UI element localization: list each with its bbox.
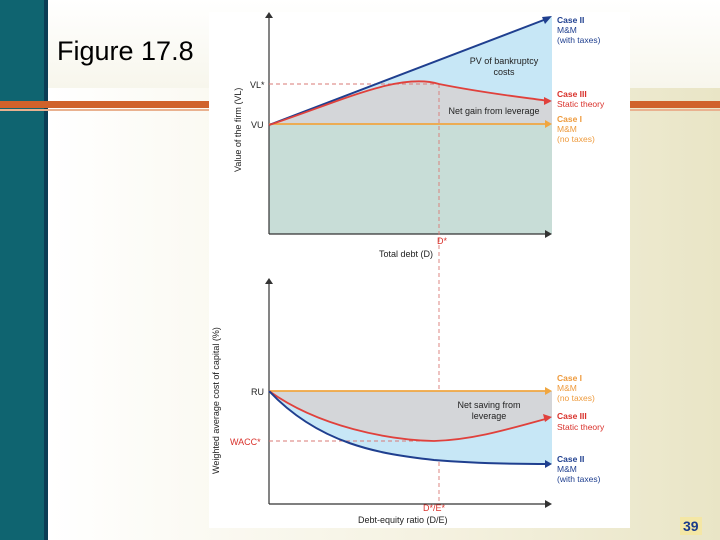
- wacc-star-label: WACC*: [230, 437, 261, 447]
- top-case1-mm: M&M: [557, 124, 577, 134]
- bottom-case2-taxes: (with taxes): [557, 474, 601, 484]
- top-case3-static: Static theory: [557, 99, 605, 109]
- left-accent-bar: [0, 0, 44, 540]
- pv-bankruptcy-line2: costs: [493, 67, 515, 77]
- bottom-case1-notaxes: (no taxes): [557, 393, 595, 403]
- top-case2-line: [268, 17, 550, 126]
- bottom-case3-arrow: [543, 414, 552, 422]
- bottom-case3-static: Static theory: [557, 422, 605, 432]
- bottom-tax-region: [269, 391, 552, 464]
- top-x-arrow: [545, 230, 552, 238]
- bottom-case2-arrow: [545, 460, 552, 468]
- bottom-y-axis-label: Weighted average cost of capital (%): [211, 327, 221, 474]
- net-saving-line1: Net saving from: [457, 400, 520, 410]
- bottom-case1-arrow: [545, 387, 552, 395]
- bottom-case3-curve: [268, 390, 550, 442]
- slide-title: Figure 17.8: [57, 36, 194, 66]
- bottom-case2-title: Case II: [557, 454, 584, 464]
- ru-label: RU: [251, 387, 264, 397]
- bottom-x-arrow: [545, 500, 552, 508]
- bottom-case3-title: Case III: [557, 411, 587, 421]
- bottom-case1-title: Case I: [557, 373, 582, 383]
- bottom-case2-mm: M&M: [557, 464, 577, 474]
- vl-star-label: VL*: [250, 80, 265, 90]
- bottom-case1-mm: M&M: [557, 383, 577, 393]
- top-y-axis-label: Value of the firm (VL): [233, 88, 243, 172]
- bottom-y-arrow: [265, 278, 273, 284]
- top-case3-arrow: [544, 97, 552, 105]
- figure-panel: Value of the firm (VL) VL* VU D* Total d…: [209, 12, 630, 528]
- top-case1-arrow: [545, 120, 552, 128]
- trade-off-diagram: Value of the firm (VL) VL* VU D* Total d…: [211, 12, 605, 525]
- top-y-arrow: [265, 12, 273, 18]
- bottom-x-axis-label: Debt-equity ratio (D/E): [358, 515, 448, 525]
- top-case2-arrow: [542, 16, 552, 24]
- top-case1-notaxes: (no taxes): [557, 134, 595, 144]
- top-teal-region: [269, 125, 552, 234]
- top-case3-curve: [268, 80, 550, 126]
- net-saving-line2: leverage: [472, 411, 507, 421]
- page-number: 39: [680, 517, 702, 535]
- top-case1-title: Case I: [557, 114, 582, 124]
- top-case3-title: Case III: [557, 89, 587, 99]
- top-case2-taxes: (with taxes): [557, 35, 601, 45]
- vu-label: VU: [251, 120, 264, 130]
- d-star-label: D*: [437, 236, 447, 246]
- bottom-case2-curve: [268, 390, 550, 465]
- top-case2-mm: M&M: [557, 25, 577, 35]
- top-case2-title: Case II: [557, 15, 584, 25]
- pv-bankruptcy-line1: PV of bankruptcy: [470, 56, 539, 66]
- top-x-axis-label: Total debt (D): [379, 249, 433, 259]
- net-gain-label: Net gain from leverage: [448, 106, 539, 116]
- left-accent-stripe: [44, 0, 48, 540]
- bottom-net-saving-region: [269, 391, 552, 441]
- de-star-label: D*/E*: [423, 503, 446, 513]
